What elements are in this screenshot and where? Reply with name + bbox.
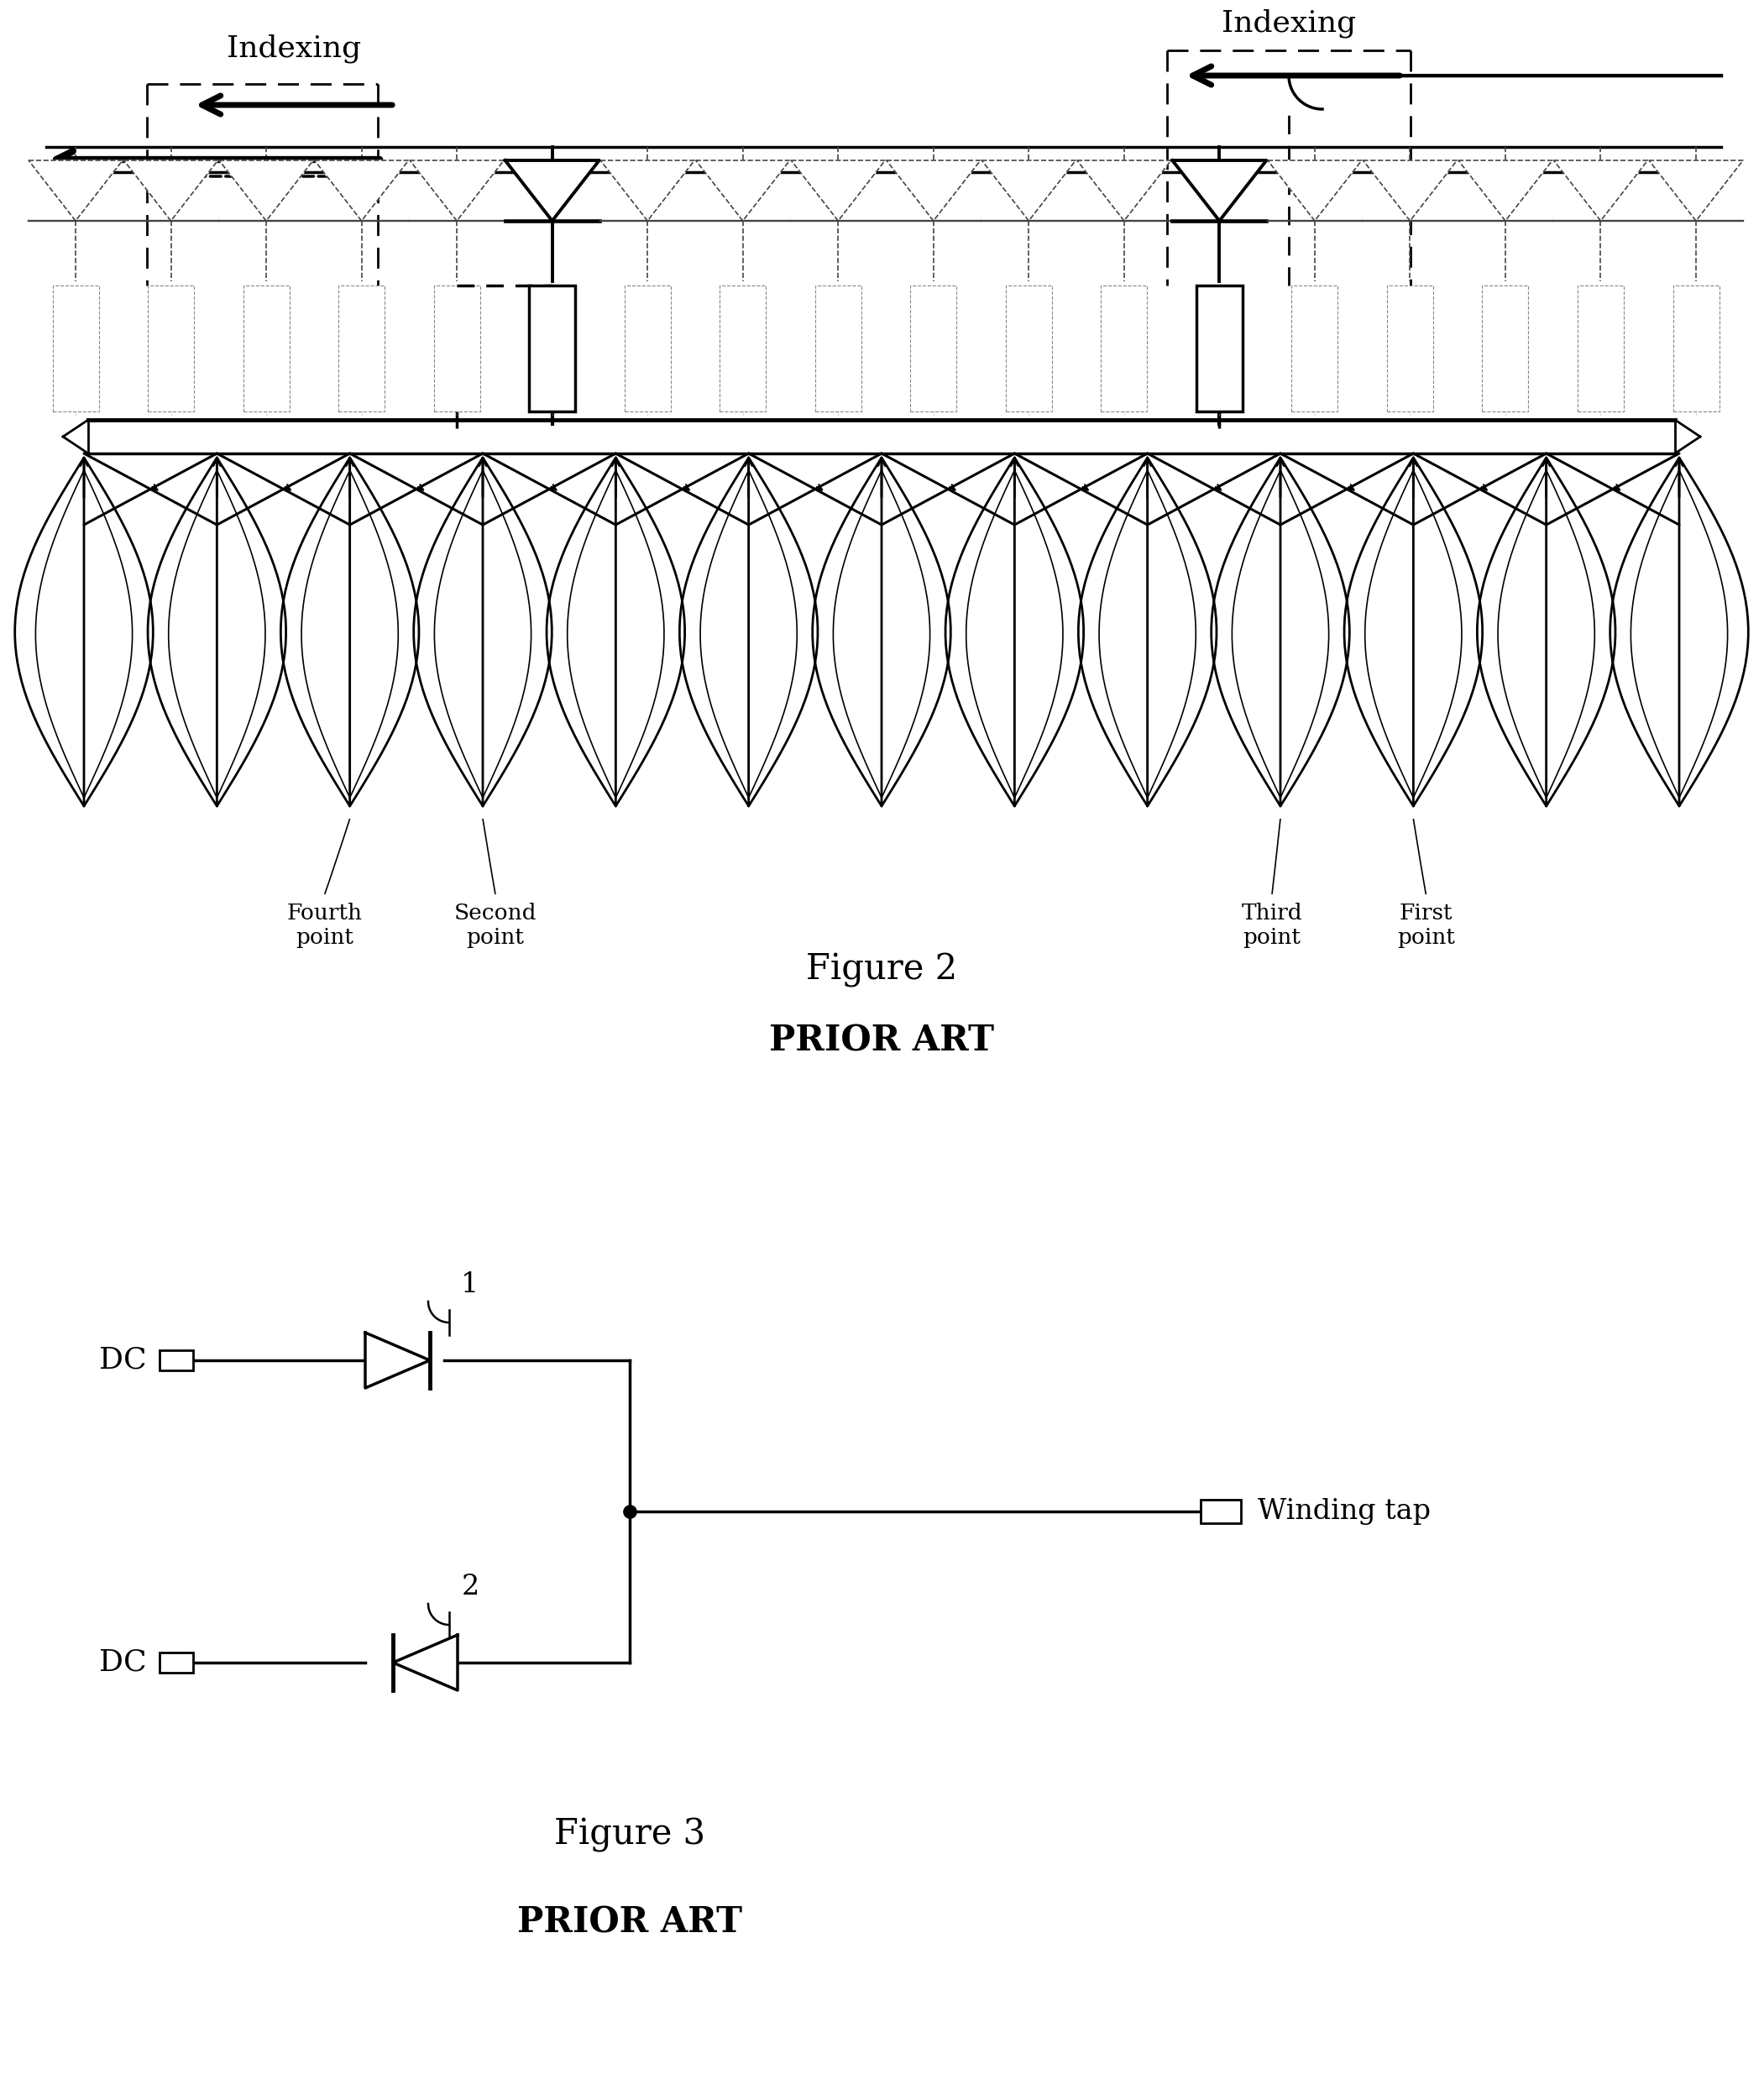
Polygon shape [1078, 161, 1171, 222]
Text: Indexing: Indexing [226, 33, 362, 63]
Polygon shape [219, 161, 314, 222]
Polygon shape [600, 161, 695, 222]
Text: Figure 2: Figure 2 [806, 953, 958, 986]
Polygon shape [123, 161, 219, 222]
Bar [1005, 286, 1051, 412]
Bar [339, 286, 385, 412]
Bar [1196, 286, 1242, 412]
Polygon shape [1173, 161, 1267, 222]
Text: Figure 3: Figure 3 [554, 1816, 706, 1852]
Text: Second
point: Second point [453, 903, 536, 949]
Text: DC: DC [99, 1649, 146, 1676]
Text: 1: 1 [460, 1271, 480, 1298]
Polygon shape [790, 161, 886, 222]
Text: 2: 2 [460, 1574, 480, 1601]
Polygon shape [1364, 161, 1457, 222]
Bar [529, 286, 575, 412]
Bar [434, 286, 480, 412]
Bar [53, 286, 99, 412]
Bar [1387, 286, 1432, 412]
Bar [1201, 1501, 1240, 1524]
Polygon shape [1554, 161, 1648, 222]
Bar [159, 1653, 192, 1672]
Text: Indexing: Indexing [1221, 8, 1357, 38]
Polygon shape [28, 161, 122, 222]
Bar [243, 286, 289, 412]
Bar [1577, 286, 1625, 412]
Polygon shape [365, 1333, 430, 1388]
Bar [159, 1350, 192, 1371]
Bar [1291, 286, 1337, 412]
Bar [720, 286, 766, 412]
Bar [529, 286, 575, 412]
Polygon shape [393, 1634, 457, 1691]
Bar [815, 286, 861, 412]
Bar [1196, 286, 1242, 412]
Text: PRIOR ART: PRIOR ART [769, 1024, 995, 1060]
Text: Winding tap: Winding tap [1258, 1499, 1431, 1526]
Polygon shape [1459, 161, 1552, 222]
Polygon shape [314, 161, 409, 222]
Polygon shape [887, 161, 981, 222]
Bar [624, 286, 670, 412]
Polygon shape [409, 161, 505, 222]
Text: Third
point: Third point [1242, 903, 1302, 949]
Polygon shape [1268, 161, 1362, 222]
Bar [1482, 286, 1528, 412]
Text: Fourth
point: Fourth point [288, 903, 362, 949]
Text: DC: DC [99, 1346, 146, 1375]
Polygon shape [1649, 161, 1743, 222]
Bar [1672, 286, 1720, 412]
Bar [1101, 286, 1147, 412]
Bar [148, 286, 194, 412]
Polygon shape [505, 161, 600, 222]
Text: First
point: First point [1397, 903, 1455, 949]
Bar [910, 286, 956, 412]
Polygon shape [983, 161, 1076, 222]
Polygon shape [695, 161, 790, 222]
Text: PRIOR ART: PRIOR ART [517, 1906, 743, 1940]
